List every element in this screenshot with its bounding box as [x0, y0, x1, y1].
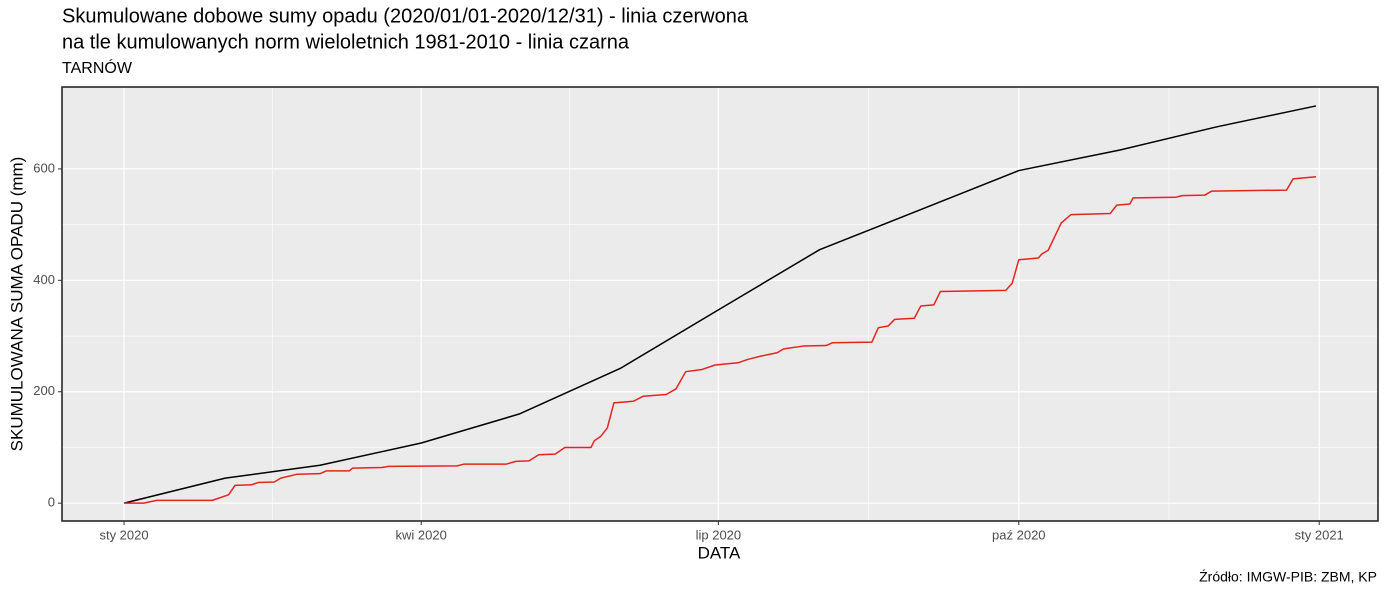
x-tick-label: kwi 2020: [396, 527, 447, 542]
x-tick-label: paź 2020: [992, 527, 1046, 542]
chart-title: na tle kumulowanych norm wieloletnich 19…: [62, 31, 630, 53]
data-line: [123, 105, 1317, 504]
y-tick-label: 600: [33, 160, 55, 175]
y-tick-label: 400: [33, 272, 55, 287]
x-axis-title: DATA: [698, 543, 741, 562]
y-tick-label: 0: [48, 495, 55, 510]
chart-subtitle: TARNÓW: [62, 58, 133, 77]
x-tick-label: sty 2021: [1295, 527, 1344, 542]
plot-panel: [62, 87, 1378, 521]
y-tick-label: 200: [33, 383, 55, 398]
chart-title: Skumulowane dobowe sumy opadu (2020/01/0…: [62, 5, 749, 27]
x-tick-label: sty 2020: [99, 527, 148, 542]
data-line: [124, 175, 1317, 504]
caption: Źródło: IMGW-PIB: ZBM, KP: [1199, 569, 1377, 585]
x-tick-label: lip 2020: [696, 527, 742, 542]
y-axis-title: SKUMULOWANA SUMA OPADU (mm): [7, 157, 26, 452]
plot-border: [61, 86, 1379, 522]
